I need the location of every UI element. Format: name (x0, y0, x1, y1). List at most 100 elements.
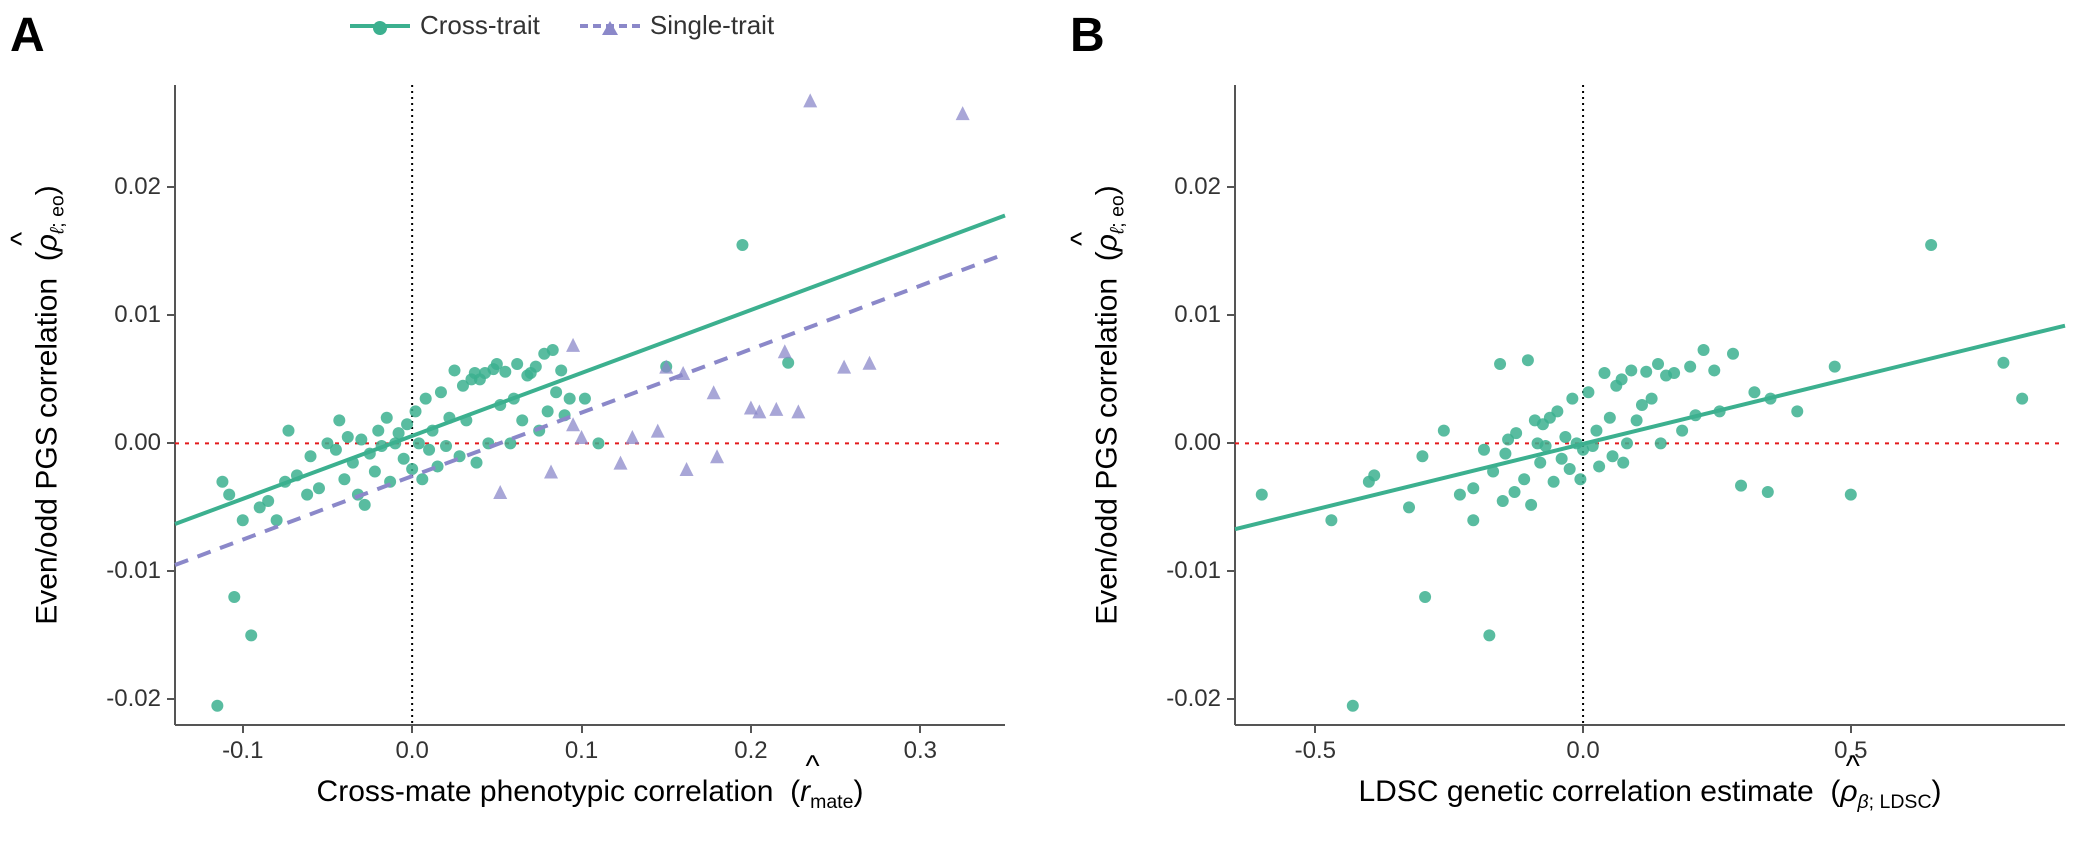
data-point (566, 338, 580, 352)
data-point (1593, 460, 1605, 472)
legend-label: Single-trait (650, 10, 774, 41)
data-point (1845, 489, 1857, 501)
data-point (1454, 489, 1466, 501)
data-point (625, 430, 639, 444)
data-point (1604, 412, 1616, 424)
data-point (1419, 591, 1431, 603)
data-point (1509, 486, 1521, 498)
x-axis-label: LDSC genetic correlation estimate (^ρβ; … (1235, 775, 2065, 814)
data-point (769, 402, 783, 416)
legend: Cross-trait Single-trait (350, 10, 774, 41)
data-point (1416, 450, 1428, 462)
data-point (282, 425, 294, 437)
data-point (1499, 448, 1511, 460)
plot-svg (1235, 85, 2065, 725)
y-tick (167, 698, 175, 700)
data-point (782, 357, 794, 369)
y-tick-label: -0.01 (1166, 557, 1221, 585)
x-tick (581, 725, 583, 733)
data-point (1534, 457, 1546, 469)
data-point (1748, 386, 1760, 398)
data-point (406, 463, 418, 475)
data-point (1598, 367, 1610, 379)
data-point (1368, 469, 1380, 481)
legend-line (580, 24, 640, 28)
data-point (511, 358, 523, 370)
data-point (1925, 239, 1937, 251)
data-point (499, 366, 511, 378)
plot-svg (175, 85, 1005, 725)
data-point (1564, 463, 1576, 475)
data-point (1631, 414, 1643, 426)
data-point (530, 361, 542, 373)
data-point (1467, 482, 1479, 494)
data-point (342, 431, 354, 443)
data-point (493, 485, 507, 499)
data-point (1590, 425, 1602, 437)
data-point (330, 444, 342, 456)
data-point (369, 466, 381, 478)
data-point (1727, 348, 1739, 360)
data-point (398, 453, 410, 465)
y-tick (1227, 186, 1235, 188)
data-point (542, 405, 554, 417)
legend-marker (373, 21, 387, 35)
data-point (1646, 393, 1658, 405)
data-point (1325, 514, 1337, 526)
data-point (313, 482, 325, 494)
data-point (1616, 373, 1628, 385)
data-point (416, 473, 428, 485)
data-point (1525, 499, 1537, 511)
data-point (1551, 405, 1563, 417)
legend-marker (602, 21, 618, 35)
data-point (423, 444, 435, 456)
data-point (262, 495, 274, 507)
x-tick-label: 0.2 (721, 737, 781, 765)
data-point (1621, 437, 1633, 449)
data-point (1556, 453, 1568, 465)
data-point (710, 449, 724, 463)
fit-line (175, 216, 1005, 524)
data-point (413, 437, 425, 449)
data-point (401, 418, 413, 430)
data-point (550, 386, 562, 398)
legend-item: Cross-trait (350, 10, 540, 41)
data-point (448, 364, 460, 376)
data-point (1483, 629, 1495, 641)
x-axis-label: Cross-mate phenotypic correlation (^rmat… (175, 775, 1005, 814)
data-point (1403, 501, 1415, 513)
data-point (440, 440, 452, 452)
panel-letter: A (10, 8, 45, 63)
data-point (420, 393, 432, 405)
data-point (305, 450, 317, 462)
x-tick (1582, 725, 1584, 733)
y-tick-label: -0.02 (106, 685, 161, 713)
data-point (1652, 358, 1664, 370)
x-tick-label: 0.0 (1553, 737, 1613, 765)
data-point (1256, 489, 1268, 501)
x-tick (919, 725, 921, 733)
y-tick-label: 0.01 (1174, 301, 1221, 329)
data-point (575, 430, 589, 444)
x-tick-label: -0.1 (213, 737, 273, 765)
data-point (707, 385, 721, 399)
data-point (381, 412, 393, 424)
data-point (736, 239, 748, 251)
y-tick (167, 314, 175, 316)
legend-label: Cross-trait (420, 10, 540, 41)
data-point (1548, 476, 1560, 488)
data-point (956, 106, 970, 120)
y-tick (167, 570, 175, 572)
y-axis-label: Even/odd PGS correlation (^ρℓ; eo) (31, 185, 70, 625)
data-point (1625, 364, 1637, 376)
data-point (803, 93, 817, 107)
data-point (2016, 393, 2028, 405)
data-point (211, 700, 223, 712)
data-point (1574, 473, 1586, 485)
data-point (862, 356, 876, 370)
y-tick-label: -0.01 (106, 557, 161, 585)
data-point (1522, 354, 1534, 366)
data-point (301, 489, 313, 501)
data-point (1791, 405, 1803, 417)
x-tick (242, 725, 244, 733)
